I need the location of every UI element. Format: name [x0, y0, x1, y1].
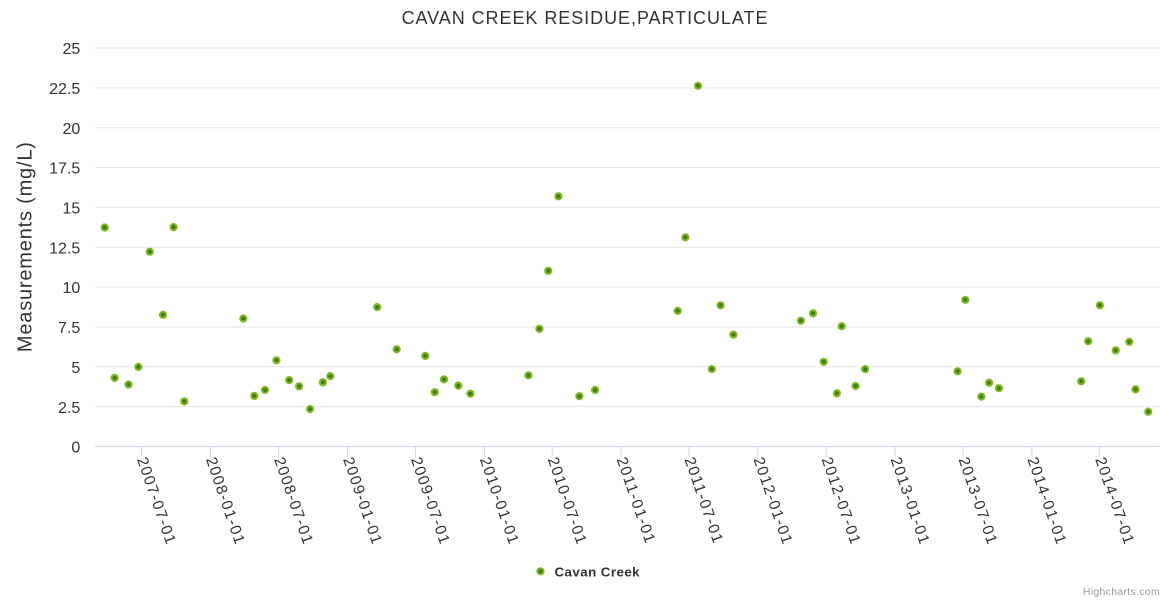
- svg-text:0: 0: [71, 440, 80, 457]
- svg-text:10: 10: [63, 280, 81, 297]
- svg-text:Measurements (mg/L): Measurements (mg/L): [15, 141, 37, 352]
- svg-text:2.5: 2.5: [58, 400, 80, 417]
- svg-text:17.5: 17.5: [49, 161, 80, 178]
- svg-text:25: 25: [63, 41, 81, 58]
- svg-text:Cavan Creek: Cavan Creek: [555, 564, 641, 579]
- svg-text:5: 5: [71, 360, 80, 377]
- svg-text:7.5: 7.5: [58, 320, 80, 337]
- svg-text:CAVAN CREEK RESIDUE,PARTICULAT: CAVAN CREEK RESIDUE,PARTICULATE: [402, 8, 769, 28]
- svg-text:Highcharts.com: Highcharts.com: [1083, 586, 1160, 598]
- svg-text:15: 15: [63, 201, 81, 218]
- svg-text:20: 20: [63, 121, 81, 138]
- svg-text:22.5: 22.5: [49, 81, 80, 98]
- svg-text:12.5: 12.5: [49, 240, 80, 257]
